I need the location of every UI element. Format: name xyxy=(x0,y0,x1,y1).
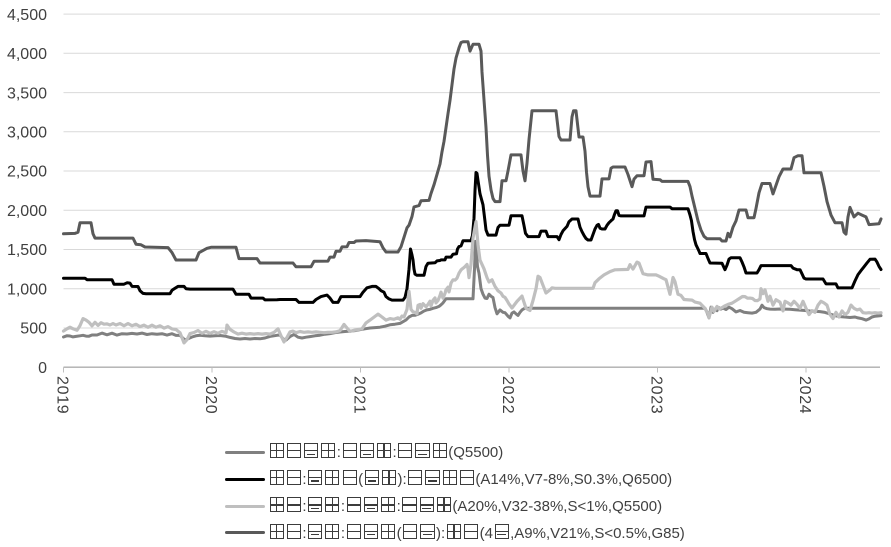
svg-text:500: 500 xyxy=(20,321,47,338)
svg-text:2,000: 2,000 xyxy=(7,203,47,220)
svg-text:1,000: 1,000 xyxy=(7,281,47,298)
svg-text:2022: 2022 xyxy=(499,376,516,414)
svg-text:2019: 2019 xyxy=(54,376,71,414)
svg-text:2024: 2024 xyxy=(796,376,813,414)
svg-text:3,500: 3,500 xyxy=(7,85,47,102)
svg-text:3,000: 3,000 xyxy=(7,125,47,142)
svg-text:2,500: 2,500 xyxy=(7,164,47,181)
svg-text:2021: 2021 xyxy=(351,376,368,414)
svg-text:2023: 2023 xyxy=(648,376,665,414)
svg-text:2020: 2020 xyxy=(202,376,219,414)
svg-text:1,500: 1,500 xyxy=(7,242,47,259)
svg-text:0: 0 xyxy=(38,360,47,377)
svg-text:4,000: 4,000 xyxy=(7,46,47,63)
svg-text:4,500: 4,500 xyxy=(7,7,47,24)
